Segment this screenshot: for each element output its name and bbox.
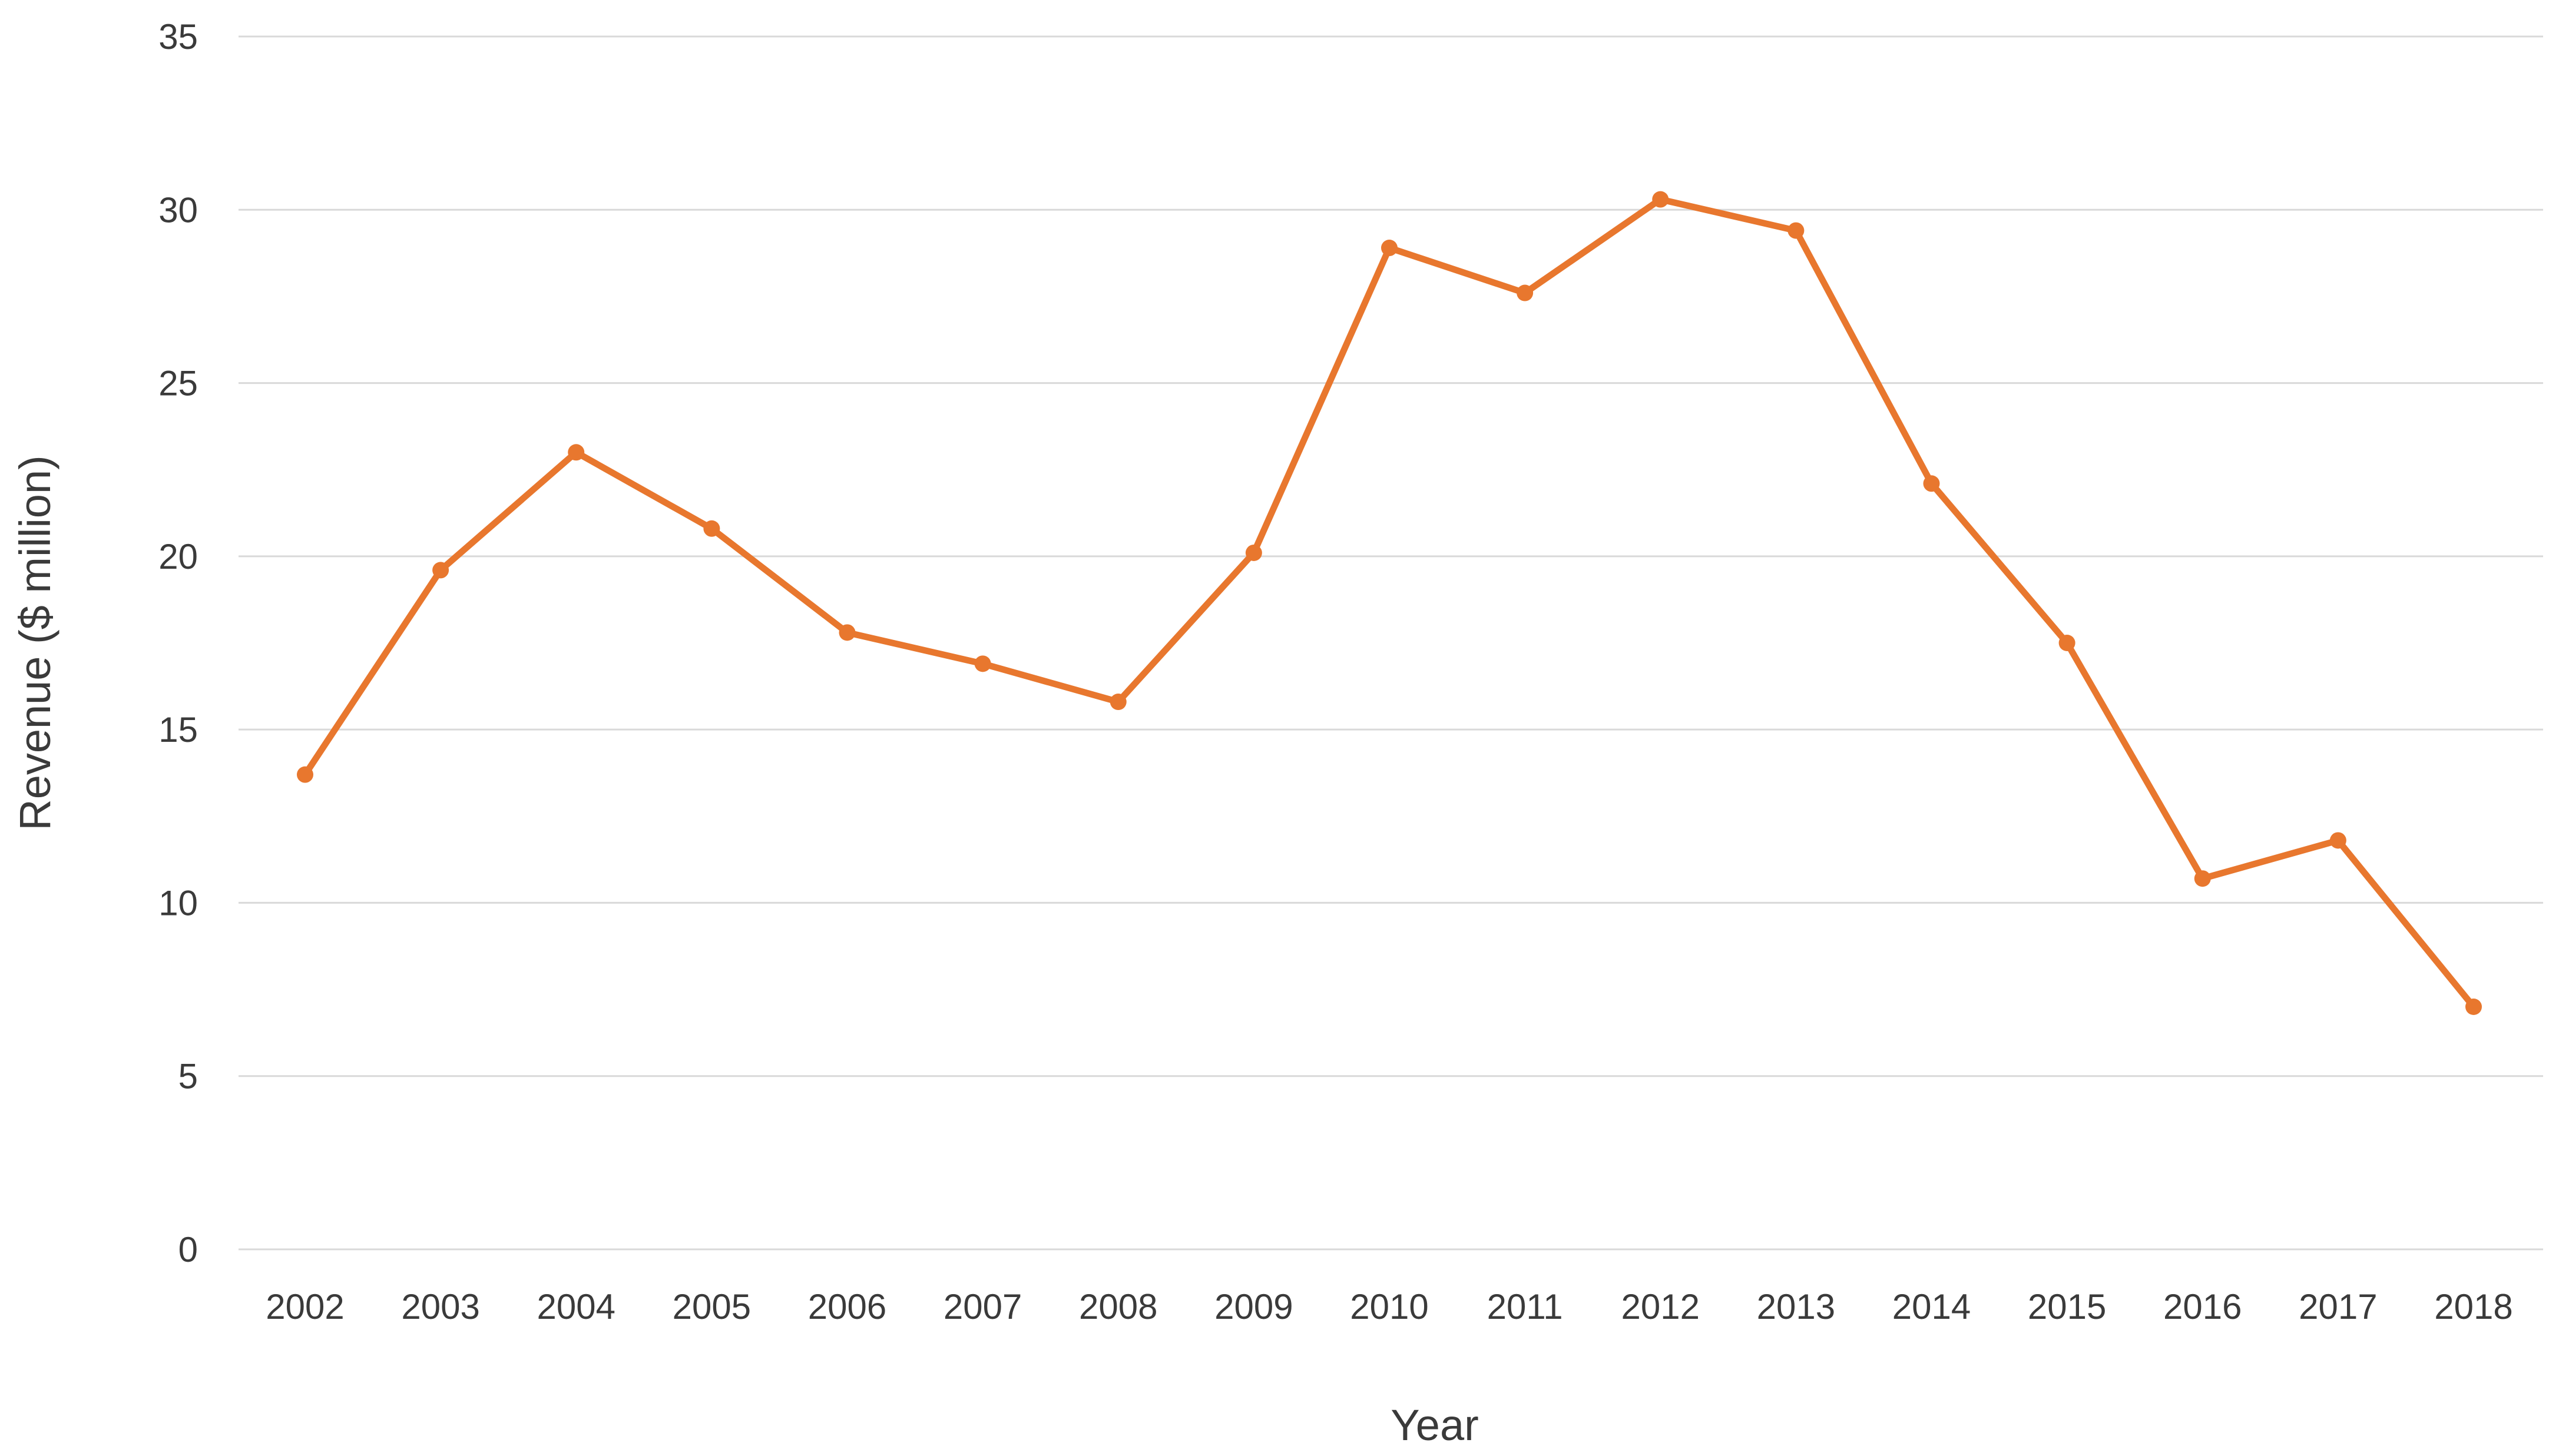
y-tick-label: 0	[178, 1230, 198, 1269]
x-tick-label: 2002	[266, 1287, 344, 1326]
x-tick-label: 2014	[1892, 1287, 1971, 1326]
x-tick-label: 2011	[1487, 1287, 1563, 1326]
y-tick-label: 20	[158, 537, 198, 576]
gridlines	[239, 35, 2543, 1251]
series-line	[302, 196, 2477, 1010]
data-point-2013	[1787, 222, 1805, 239]
x-tick-label: 2015	[2028, 1287, 2106, 1326]
data-point-2007	[974, 655, 991, 672]
x-tick-label: 2010	[1350, 1287, 1428, 1326]
data-point-2002	[297, 766, 313, 783]
x-tick-label: 2016	[2163, 1287, 2242, 1326]
y-tick-label: 10	[158, 883, 198, 923]
y-tick-label: 25	[158, 364, 198, 403]
x-tick-label: 2018	[2434, 1287, 2512, 1326]
x-tick-label: 2017	[2299, 1287, 2377, 1326]
y-axis-tick-labels: 0 5 10 15 20 25 30 35	[158, 17, 198, 1269]
data-point-2011	[1517, 284, 1534, 301]
y-axis-title: Revenue ($ million)	[11, 455, 59, 831]
series-layer	[297, 191, 2482, 1015]
y-tick-label: 5	[178, 1057, 198, 1096]
x-tick-label: 2004	[537, 1287, 615, 1326]
data-point-2004	[568, 444, 585, 461]
x-tick-label: 2008	[1079, 1287, 1157, 1326]
x-tick-label: 2012	[1621, 1287, 1700, 1326]
data-point-2003	[432, 562, 449, 579]
x-tick-label: 2003	[401, 1287, 479, 1326]
data-point-2008	[1110, 694, 1127, 711]
x-tick-label: 2013	[1757, 1287, 1835, 1326]
x-axis-title: Year	[1391, 1401, 1479, 1450]
x-tick-label: 2009	[1214, 1287, 1293, 1326]
data-point-2017	[2329, 832, 2346, 849]
y-tick-label: 35	[158, 17, 198, 57]
data-point-2014	[1923, 475, 1940, 492]
x-tick-label: 2006	[808, 1287, 886, 1326]
data-point-2009	[1245, 544, 1262, 561]
data-point-2018	[2465, 999, 2482, 1015]
data-point-2012	[1652, 191, 1669, 208]
data-point-2006	[839, 624, 856, 641]
y-tick-label: 30	[158, 190, 198, 230]
data-point-2010	[1381, 240, 1398, 257]
y-tick-label: 15	[158, 710, 198, 749]
x-tick-label: 2007	[944, 1287, 1022, 1326]
data-point-2015	[2058, 635, 2075, 651]
x-tick-label: 2005	[673, 1287, 751, 1326]
data-point-2016	[2194, 870, 2211, 887]
data-point-2005	[703, 520, 720, 537]
x-axis-tick-labels: 2002 2003 2004 2005 2006 2007 2008 2009 2010 2011…	[266, 1287, 2512, 1326]
